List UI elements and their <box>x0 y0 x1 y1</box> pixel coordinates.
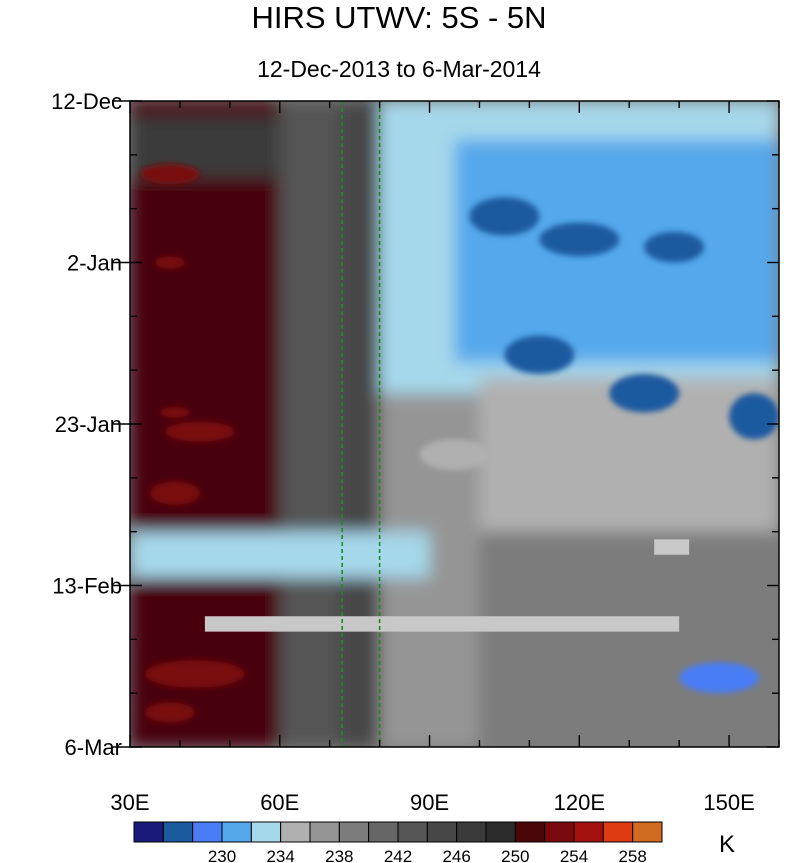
x-tick-label: 90E <box>410 790 449 815</box>
colorbar-label: 254 <box>560 847 588 863</box>
colorbar-swatch <box>602 821 634 843</box>
colorbar-label: 250 <box>501 847 529 863</box>
colorbar-label: 258 <box>618 847 646 863</box>
contour-feature <box>539 222 620 257</box>
colorbar-label: 234 <box>266 847 294 863</box>
contour-zone <box>454 139 779 363</box>
contour-feature <box>149 481 200 505</box>
colorbar-label: 238 <box>325 847 353 863</box>
chart-title: HIRS UTWV: 5S - 5N <box>251 0 547 35</box>
y-tick-label: 23-Jan <box>55 412 122 437</box>
colorbar-swatch <box>192 821 223 843</box>
plot-area <box>130 101 779 747</box>
colorbar-swatch <box>456 821 487 843</box>
x-tick-label: 150E <box>703 790 754 815</box>
colorbar-swatch <box>133 821 164 843</box>
missing-data-band <box>204 616 680 632</box>
colorbar-swatch <box>426 821 458 843</box>
x-tick-label: 60E <box>260 790 299 815</box>
y-tick-label: 13-Feb <box>52 574 122 599</box>
contour-feature <box>609 374 680 413</box>
colorbar-swatch <box>397 821 428 843</box>
contour-feature <box>469 197 540 236</box>
contour-feature <box>679 662 760 694</box>
contour-fill-zones <box>130 101 779 747</box>
chart-subtitle: 12-Dec-2013 to 6-Mar-2014 <box>257 56 541 82</box>
colorbar-swatch <box>544 821 575 843</box>
contour-features <box>139 164 779 723</box>
colorbar-swatch <box>514 821 546 843</box>
contour-feature <box>139 164 200 185</box>
colorbar-swatch <box>280 821 311 843</box>
contour-feature <box>729 393 779 440</box>
missing-data-bands <box>204 539 690 632</box>
missing-data-band <box>654 539 690 555</box>
colorbar-label: 230 <box>208 847 236 863</box>
y-tick-label: 6-Mar <box>65 735 122 760</box>
contour-feature <box>144 702 195 723</box>
colorbar-swatch <box>368 821 399 843</box>
contour-feature <box>504 335 575 375</box>
contour-feature <box>144 660 245 688</box>
colorbar-label: 242 <box>384 847 412 863</box>
contour-feature <box>164 421 235 442</box>
contour-zone <box>130 531 430 578</box>
colorbar: 230 234 238 242 246 250 254 258 <box>133 821 663 863</box>
colorbar-swatch <box>309 821 340 843</box>
colorbar-swatch <box>573 821 604 843</box>
colorbar-swatch <box>250 821 282 843</box>
colorbar-swatch <box>221 821 252 843</box>
contour-zone <box>279 101 340 747</box>
y-tick-label: 2-Jan <box>67 251 122 276</box>
contour-zone <box>339 101 380 747</box>
colorbar-swatch <box>338 821 370 843</box>
contour-feature <box>154 256 185 269</box>
colorbar-swatch <box>162 821 194 843</box>
colorbar-swatch <box>632 821 663 843</box>
contour-feature <box>159 407 190 418</box>
x-tick-label: 120E <box>554 790 605 815</box>
colorbar-swatch <box>485 821 516 843</box>
axis-ticks <box>112 100 780 748</box>
colorbar-label: 246 <box>442 847 470 863</box>
y-axis-labels: 12-Dec 2-Jan 23-Jan 13-Feb 6-Mar <box>51 89 122 760</box>
contour-feature <box>419 439 490 471</box>
colorbar-unit-label: K <box>719 831 735 858</box>
x-tick-label: 30E <box>110 790 149 815</box>
y-tick-label: 12-Dec <box>51 89 122 114</box>
contour-feature <box>644 231 705 263</box>
x-axis-labels: 30E 60E 90E 120E 150E <box>110 790 754 815</box>
reference-lines <box>341 101 381 747</box>
